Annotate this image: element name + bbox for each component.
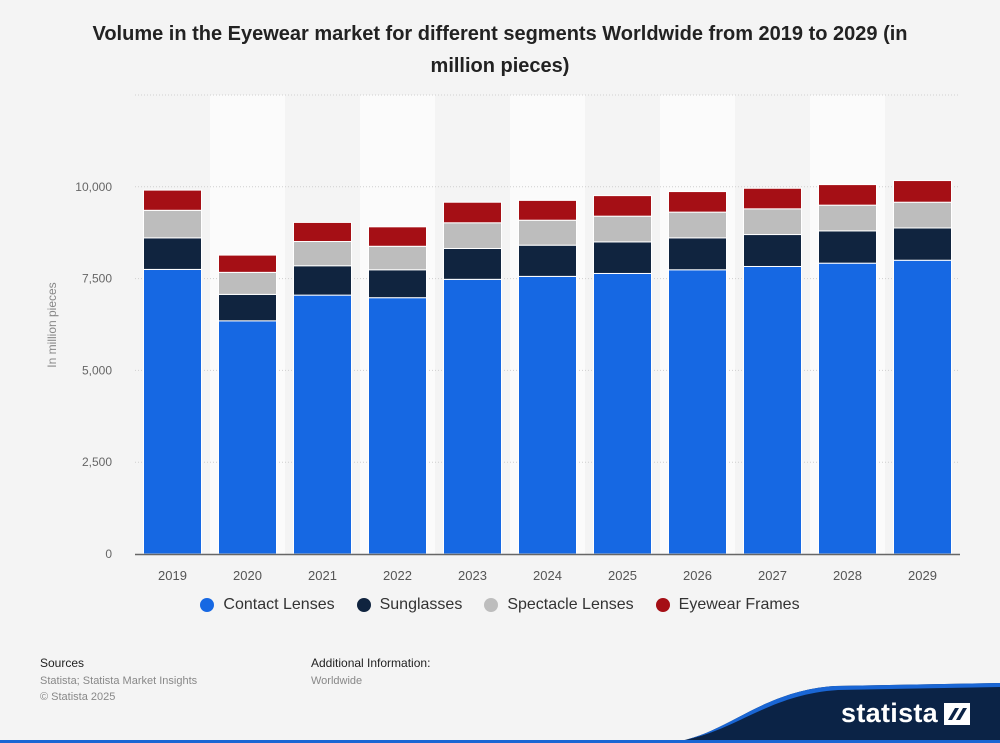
bar-segment-eyewear-frames[interactable] (743, 187, 802, 210)
bar-segment-sunglasses[interactable] (668, 237, 727, 271)
bar-segment-eyewear-frames[interactable] (518, 199, 577, 221)
legend-label: Sunglasses (379, 596, 463, 613)
brand-wave (660, 683, 1000, 743)
bar-segment-spectacle-lenses[interactable] (893, 201, 952, 229)
additional-info-text: Worldwide (311, 675, 363, 687)
bar-segment-eyewear-frames[interactable] (818, 184, 877, 206)
statista-logo-icon (944, 703, 970, 725)
y-tick-label: 10,000 (75, 180, 112, 194)
bar-segment-eyewear-frames[interactable] (668, 191, 727, 213)
legend-item[interactable]: Contact Lenses (200, 596, 335, 614)
bar-segment-contact-lenses[interactable] (818, 262, 877, 555)
bar-segment-spectacle-lenses[interactable] (218, 271, 277, 295)
bar-segment-contact-lenses[interactable] (143, 268, 202, 555)
y-axis-ticks: 0 2,500 5,000 7,500 10,000 (75, 180, 112, 561)
x-tick-label: 2027 (758, 568, 787, 583)
bar-segment-contact-lenses[interactable] (893, 259, 952, 555)
bar-segment-spectacle-lenses[interactable] (518, 219, 577, 246)
bar-segment-spectacle-lenses[interactable] (818, 204, 877, 232)
statista-brand[interactable]: statista (660, 683, 1000, 743)
bar-segment-spectacle-lenses[interactable] (293, 241, 352, 267)
bar-segment-contact-lenses[interactable] (743, 265, 802, 555)
bar-segment-contact-lenses[interactable] (593, 272, 652, 555)
bottom-accent-line (0, 740, 1000, 743)
sources-label: Sources (40, 656, 85, 670)
legend-swatch (484, 598, 499, 612)
bar-segment-sunglasses[interactable] (218, 293, 277, 322)
bar-segment-sunglasses[interactable] (893, 227, 952, 261)
legend-item[interactable]: Sunglasses (356, 596, 463, 614)
legend-swatch (356, 598, 371, 612)
bar-segment-eyewear-frames[interactable] (443, 201, 502, 224)
bar-segment-contact-lenses[interactable] (518, 275, 577, 555)
bar-segment-eyewear-frames[interactable] (293, 221, 352, 243)
additional-info-label: Additional Information: (311, 656, 431, 670)
bar-segment-sunglasses[interactable] (818, 230, 877, 264)
bar-segment-eyewear-frames[interactable] (218, 254, 277, 273)
x-axis-ticks: 2019 2020 2021 2022 2023 2024 2025 2026 2027 2028… (158, 568, 937, 583)
bar-segment-contact-lenses[interactable] (668, 269, 727, 555)
bar-segment-sunglasses[interactable] (518, 244, 577, 277)
bar-segment-sunglasses[interactable] (293, 265, 352, 296)
bar-segment-eyewear-frames[interactable] (143, 189, 202, 211)
legend-swatch (655, 598, 670, 612)
bar-segment-spectacle-lenses[interactable] (443, 222, 502, 249)
x-tick-label: 2023 (458, 568, 487, 583)
x-tick-label: 2026 (683, 568, 712, 583)
bar-segment-contact-lenses[interactable] (443, 278, 502, 555)
y-axis-label: In million pieces (45, 282, 59, 367)
sources-text[interactable]: Statista; Statista Market Insights (40, 675, 198, 687)
x-tick-label: 2024 (533, 568, 562, 583)
bar-segment-spectacle-lenses[interactable] (743, 208, 802, 236)
x-tick-label: 2028 (833, 568, 862, 583)
y-tick-label: 7,500 (82, 272, 112, 286)
bar-segment-eyewear-frames[interactable] (593, 195, 652, 217)
x-tick-label: 2020 (233, 568, 262, 583)
bar-segment-contact-lenses[interactable] (293, 294, 352, 555)
y-tick-label: 5,000 (82, 363, 112, 377)
bar-segment-sunglasses[interactable] (443, 247, 502, 280)
legend-label: Contact Lenses (223, 596, 335, 613)
bar-segment-sunglasses[interactable] (743, 234, 802, 267)
bar-segment-contact-lenses[interactable] (218, 320, 277, 555)
x-tick-label: 2025 (608, 568, 637, 583)
legend-label: Spectacle Lenses (507, 596, 634, 613)
bar-segment-spectacle-lenses[interactable] (143, 209, 202, 239)
copyright-text: © Statista 2025 (40, 691, 116, 703)
legend-item[interactable]: Eyewear Frames (655, 596, 800, 614)
y-tick-label: 2,500 (82, 455, 112, 469)
x-tick-label: 2029 (908, 568, 937, 583)
bar-segment-spectacle-lenses[interactable] (368, 245, 427, 271)
bar-segment-eyewear-frames[interactable] (368, 226, 427, 247)
legend: Contact Lenses Sunglasses Spectacle Lenses… (0, 596, 1000, 614)
bars (143, 180, 952, 555)
x-tick-label: 2019 (158, 568, 187, 583)
brand-name: statista (841, 698, 938, 728)
y-tick-label: 0 (105, 547, 112, 561)
bar-segment-sunglasses[interactable] (143, 237, 202, 270)
bar-segment-spectacle-lenses[interactable] (593, 215, 652, 243)
bar-segment-contact-lenses[interactable] (368, 297, 427, 555)
bar-segment-sunglasses[interactable] (593, 241, 652, 274)
bar-segment-spectacle-lenses[interactable] (668, 211, 727, 239)
legend-swatch (200, 598, 215, 612)
chart-title: Volume in the Eyewear market for differe… (92, 23, 908, 77)
x-tick-label: 2021 (308, 568, 337, 583)
x-tick-label: 2022 (383, 568, 412, 583)
bar-segment-sunglasses[interactable] (368, 269, 427, 299)
bar-segment-eyewear-frames[interactable] (893, 180, 952, 203)
legend-label: Eyewear Frames (678, 596, 800, 613)
legend-item[interactable]: Spectacle Lenses (484, 596, 634, 614)
